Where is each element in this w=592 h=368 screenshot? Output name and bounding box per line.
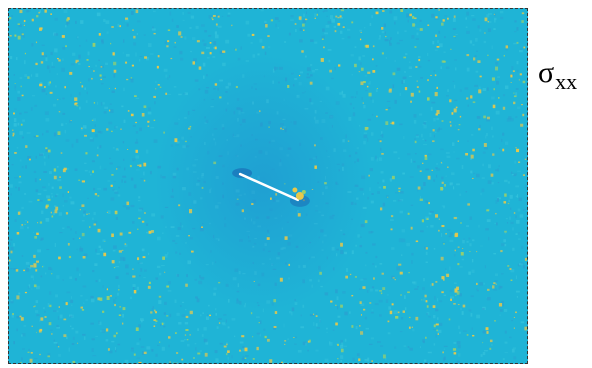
stress-field-plot [8,8,528,364]
crack-tip-hotspot [292,187,306,200]
stress-contour-map [9,9,527,363]
stress-component-label: σxx [538,56,577,93]
stress-hotspots [9,9,527,363]
label-symbol: σ [538,56,555,89]
crack-tip-left-shadow [232,168,253,179]
label-subscript: xx [555,69,578,94]
crack-line [238,172,300,202]
